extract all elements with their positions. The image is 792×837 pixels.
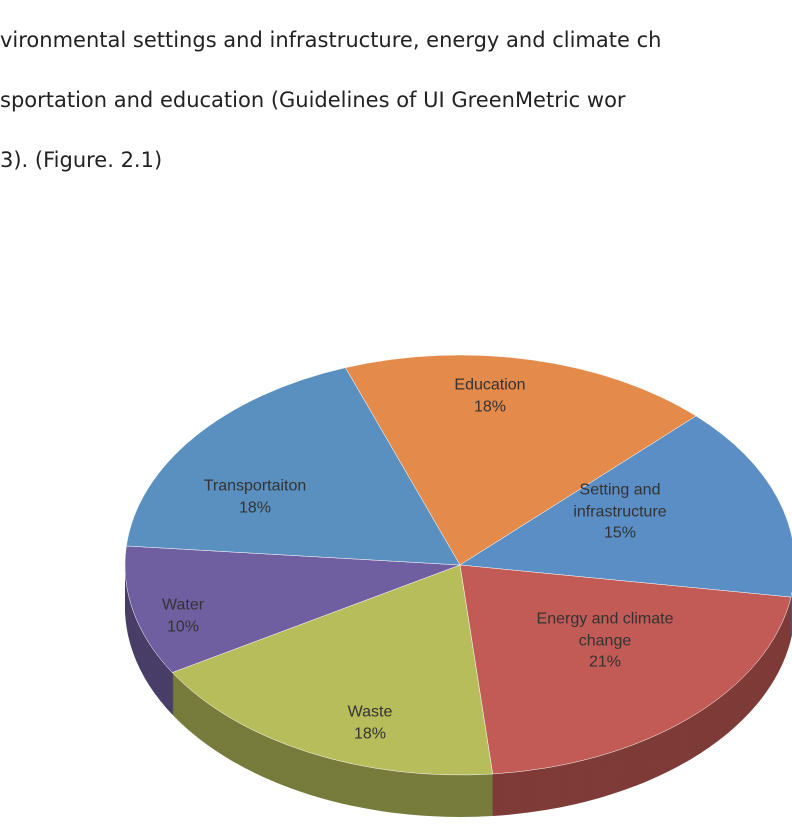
data-label: Waste 18% xyxy=(348,701,393,744)
value-label: 18% xyxy=(238,499,272,516)
value-label: 10% xyxy=(166,618,200,635)
text-line: 3). (Figure. 2.1) xyxy=(0,148,163,172)
data-label: Energy and climate change 21% xyxy=(530,609,680,674)
slice xyxy=(345,354,697,566)
text-line: sportation and education (Guidelines of … xyxy=(0,88,626,112)
category-label: Setting and infrastructure xyxy=(573,481,667,521)
category-label: Water xyxy=(161,596,205,614)
data-label: Education 18% xyxy=(454,374,525,417)
value-label: 15% xyxy=(603,524,637,542)
value-label: 21% xyxy=(588,653,622,671)
category-label: Energy and climate change xyxy=(536,610,674,650)
slice xyxy=(126,367,461,566)
value-label: 18% xyxy=(473,398,507,415)
category-label: Education xyxy=(454,376,526,394)
slice xyxy=(459,564,792,775)
value-label: 18% xyxy=(353,725,387,742)
slice xyxy=(124,545,461,673)
category-label: Waste xyxy=(347,703,393,721)
category-label: Transportaiton xyxy=(203,477,307,495)
data-label: Setting and infrastructure 15% xyxy=(545,480,695,545)
text-line: vironmental settings and infrastructure,… xyxy=(0,28,662,52)
data-label: Transportaiton 18% xyxy=(204,475,307,518)
slice xyxy=(459,415,792,598)
data-label: Water 10% xyxy=(162,594,204,637)
slice xyxy=(171,564,493,776)
